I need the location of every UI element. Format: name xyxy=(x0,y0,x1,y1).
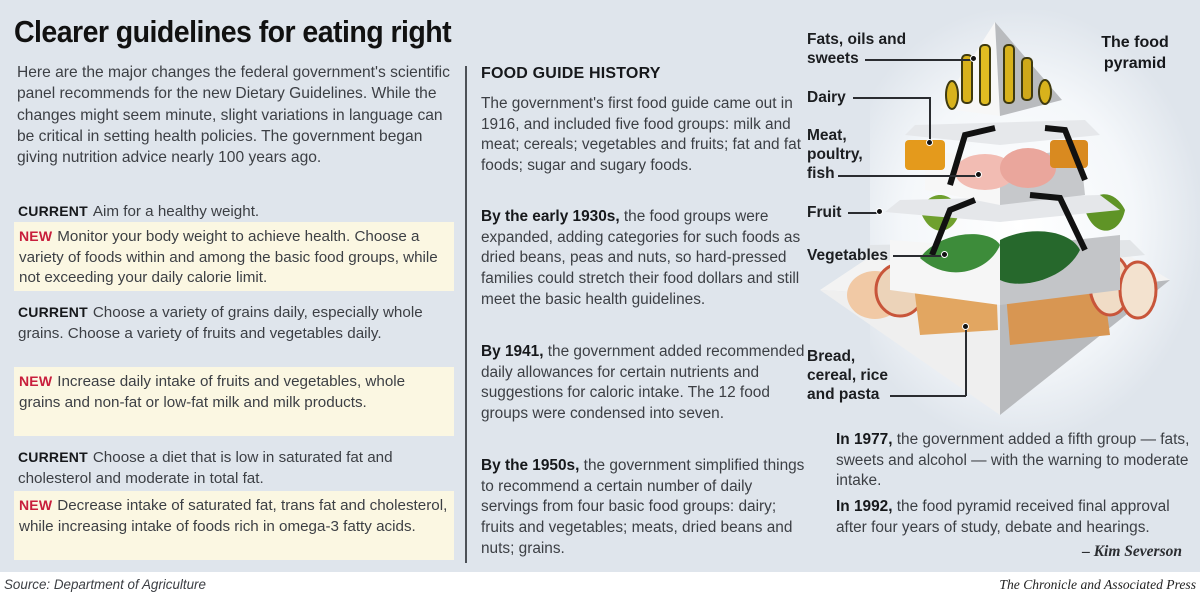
history-entry-1950s: By the 1950s, the government simplified … xyxy=(481,456,811,560)
leader-line-dairy-vertical xyxy=(929,97,931,142)
label-fats-oils-sweets: Fats, oils and sweets xyxy=(807,31,907,67)
new-text: Increase daily intake of fruits and vege… xyxy=(19,373,406,411)
current-guideline-grains: CURRENT Choose a variety of grains daily,… xyxy=(14,302,454,344)
marker-dot-dairy xyxy=(926,139,933,146)
byline: – Kim Severson xyxy=(1082,543,1182,560)
history-lead: By the 1950s, xyxy=(481,457,580,474)
current-text: Choose a diet that is low in saturated f… xyxy=(18,449,393,487)
marker-dot-meat xyxy=(975,171,982,178)
history-lead: In 1992, xyxy=(836,498,893,515)
source-credit: Source: Department of Agriculture xyxy=(4,577,206,592)
history-text: the food pyramid received final approval… xyxy=(836,498,1170,536)
leader-line-fruit xyxy=(848,212,878,214)
marker-dot-bread xyxy=(962,323,969,330)
pyramid-title: The food pyramid xyxy=(1101,34,1169,72)
label-meat-poultry-fish: Meat, poultry, fish xyxy=(807,127,863,182)
current-text: Choose a variety of grains daily, especi… xyxy=(18,304,423,342)
new-text: Decrease intake of saturated fat, trans … xyxy=(19,497,448,535)
label-dairy: Dairy xyxy=(807,89,846,106)
current-tag: CURRENT xyxy=(18,304,88,320)
history-lead: By 1941, xyxy=(481,343,544,360)
intro-paragraph: Here are the major changes the federal g… xyxy=(17,64,450,167)
history-entry-1941: By 1941, the government added recommende… xyxy=(481,342,811,425)
history-heading: FOOD GUIDE HISTORY xyxy=(481,65,661,82)
leader-line-bread-vertical xyxy=(965,327,967,396)
new-tag: NEW xyxy=(19,497,53,513)
history-entry-1930s: By the early 1930s, the food groups were… xyxy=(481,207,811,311)
food-pyramid-illustration xyxy=(820,22,1170,415)
marker-dot-vegetables xyxy=(941,251,948,258)
label-bread-cereal-rice-pasta: Bread, cereal, rice and pasta xyxy=(807,348,889,403)
current-guideline-weight: CURRENT Aim for a healthy weight. xyxy=(14,201,454,223)
marker-dot-fats xyxy=(970,55,977,62)
history-entry-1916: The government's first food guide came o… xyxy=(481,94,811,177)
label-fruit: Fruit xyxy=(807,204,842,221)
current-text: Aim for a healthy weight. xyxy=(92,203,260,220)
new-guideline-fat: NEW Decrease intake of saturated fat, tra… xyxy=(14,491,454,560)
new-text: Monitor your body weight to achieve heal… xyxy=(19,228,438,286)
leader-line-dairy xyxy=(853,97,930,99)
current-guideline-fat: CURRENT Choose a diet that is low in satu… xyxy=(14,447,454,489)
label-vegetables: Vegetables xyxy=(807,247,888,264)
current-tag: CURRENT xyxy=(18,449,88,465)
history-text: the government simplified things to reco… xyxy=(481,457,805,557)
history-entry-1992: In 1992, the food pyramid received final… xyxy=(836,497,1191,538)
history-text: the government added recommended daily a… xyxy=(481,343,805,423)
leader-line-bread xyxy=(890,395,966,397)
history-text: the government added a fifth group — fat… xyxy=(836,431,1190,490)
new-tag: NEW xyxy=(19,228,53,244)
history-entry-1977: In 1977, the government added a fifth gr… xyxy=(836,430,1191,492)
history-lead: By the early 1930s, xyxy=(481,208,620,225)
publisher-credit: The Chronicle and Associated Press xyxy=(999,577,1196,592)
leader-line-fats xyxy=(865,59,973,61)
history-lead: In 1977, xyxy=(836,431,893,448)
new-tag: NEW xyxy=(19,373,53,389)
new-guideline-grains: NEW Increase daily intake of fruits and v… xyxy=(14,367,454,436)
history-text: The government's first food guide came o… xyxy=(481,95,801,175)
column-divider xyxy=(465,66,467,563)
new-guideline-weight: NEW Monitor your body weight to achieve h… xyxy=(14,222,454,291)
history-text: the food groups were expanded, adding ca… xyxy=(481,208,801,308)
headline: Clearer guidelines for eating right xyxy=(14,14,452,49)
leader-line-meat xyxy=(838,175,978,177)
current-tag: CURRENT xyxy=(18,203,88,219)
leader-line-vegetables xyxy=(893,255,943,257)
marker-dot-fruit xyxy=(876,208,883,215)
